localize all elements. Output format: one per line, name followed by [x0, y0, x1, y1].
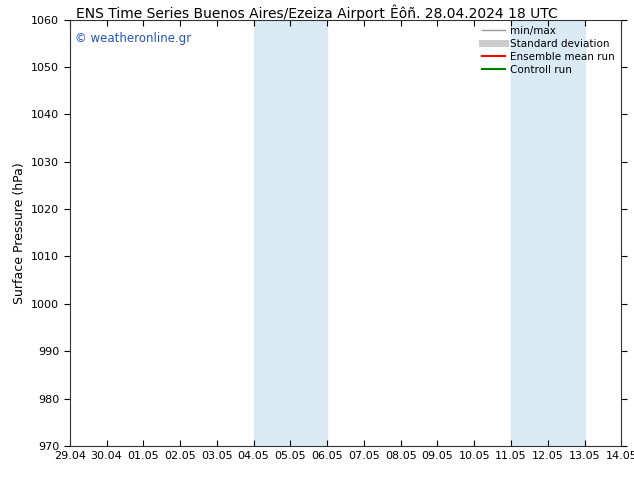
- Bar: [511, 20, 585, 446]
- Text: Êôñ. 28.04.2024 18 UTC: Êôñ. 28.04.2024 18 UTC: [390, 7, 558, 21]
- Y-axis label: Surface Pressure (hPa): Surface Pressure (hPa): [13, 162, 25, 304]
- Text: ENS Time Series Buenos Aires/Ezeiza Airport: ENS Time Series Buenos Aires/Ezeiza Airp…: [76, 7, 385, 21]
- Text: © weatheronline.gr: © weatheronline.gr: [75, 32, 191, 46]
- Bar: [254, 20, 327, 446]
- Legend: min/max, Standard deviation, Ensemble mean run, Controll run: min/max, Standard deviation, Ensemble me…: [478, 22, 619, 79]
